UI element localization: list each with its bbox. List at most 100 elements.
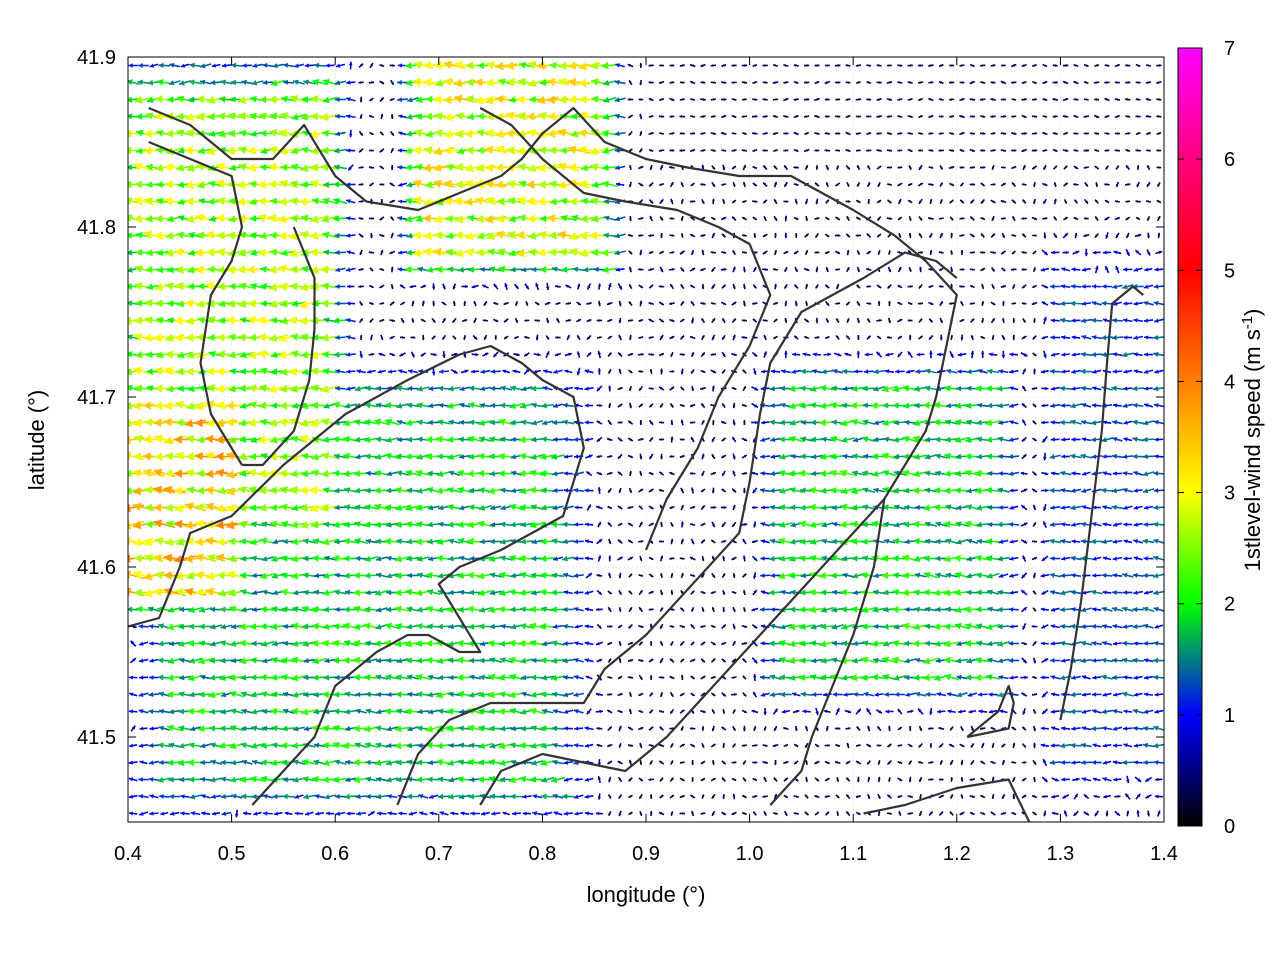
wind-vector-head bbox=[343, 555, 349, 562]
wind-vector-head bbox=[903, 488, 909, 494]
wind-vector-head bbox=[313, 674, 319, 680]
wind-vector-head bbox=[1112, 590, 1117, 595]
wind-vector-head bbox=[398, 811, 402, 815]
wind-vector-head bbox=[295, 811, 299, 815]
wind-vector-head bbox=[436, 742, 443, 749]
wind-vector-head bbox=[449, 675, 454, 680]
wind-vector-head bbox=[1051, 743, 1055, 747]
wind-vector-head bbox=[200, 760, 205, 765]
wind-vector-head bbox=[333, 470, 339, 477]
wind-vector-head bbox=[478, 470, 485, 477]
wind-vector-head bbox=[1060, 624, 1065, 629]
wind-vector-head bbox=[209, 709, 215, 715]
wind-vector-head bbox=[469, 658, 474, 664]
wind-vector-head bbox=[164, 571, 172, 580]
wind-vector-head bbox=[998, 471, 1002, 476]
wind-vector-head bbox=[139, 675, 143, 679]
wind-vector-head bbox=[650, 641, 653, 643]
wind-vector-head bbox=[333, 691, 339, 697]
wind-vector-head bbox=[761, 505, 765, 509]
wind-vector-head bbox=[551, 589, 557, 595]
wind-vector-head bbox=[1070, 624, 1075, 629]
wind-vector-head bbox=[438, 794, 443, 800]
wind-vector-head bbox=[573, 539, 578, 544]
wind-vector-head bbox=[893, 555, 899, 562]
wind-vector-head bbox=[800, 454, 805, 460]
wind-vector-head bbox=[511, 437, 516, 442]
wind-vector-head bbox=[1113, 743, 1117, 747]
wind-vector-head bbox=[540, 538, 546, 545]
wind-vector-head bbox=[530, 776, 536, 782]
wind-vector-head bbox=[148, 709, 153, 714]
wind-vector-head bbox=[877, 744, 879, 747]
wind-vector-head bbox=[280, 453, 287, 461]
wind-vector-head bbox=[1050, 760, 1055, 765]
wind-vector-head bbox=[458, 437, 464, 443]
wind-vector-head bbox=[149, 811, 153, 815]
wind-vector-head bbox=[188, 640, 194, 647]
wind-vector-head bbox=[1033, 743, 1036, 746]
wind-vector-head bbox=[417, 743, 422, 748]
wind-vector-head bbox=[760, 675, 765, 680]
wind-vector-head bbox=[564, 726, 568, 730]
wind-vector-head bbox=[303, 590, 308, 596]
wind-vector-head bbox=[1041, 404, 1044, 408]
wind-vector-head bbox=[893, 675, 899, 681]
wind-vector-head bbox=[447, 708, 453, 715]
wind-vector-head bbox=[500, 555, 506, 561]
wind-vector-head bbox=[499, 590, 506, 596]
wind-vector-head bbox=[167, 725, 174, 732]
wind-vector-head bbox=[333, 623, 339, 630]
wind-vector-head bbox=[811, 420, 816, 426]
wind-vector-head bbox=[1133, 726, 1138, 731]
wind-vector-head bbox=[405, 453, 411, 460]
wind-vector-head bbox=[1050, 641, 1054, 646]
wind-vector-head bbox=[838, 727, 841, 730]
wind-vector-head bbox=[500, 403, 505, 409]
wind-vector-head bbox=[498, 674, 504, 681]
wind-vector-head bbox=[260, 674, 267, 681]
wind-vector-head bbox=[353, 674, 359, 681]
wind-vector-head bbox=[830, 487, 836, 494]
wind-vector-head bbox=[215, 435, 223, 444]
wind-vector-head bbox=[682, 812, 685, 815]
wind-vector-head bbox=[882, 420, 889, 426]
wind-vector-head bbox=[467, 470, 474, 477]
wind-vector-head bbox=[832, 590, 837, 595]
wind-vector-head bbox=[149, 675, 153, 679]
wind-vector-head bbox=[500, 726, 506, 732]
wind-vector-head bbox=[1143, 760, 1148, 765]
wind-vector-head bbox=[925, 692, 930, 697]
wind-vector-head bbox=[955, 437, 962, 443]
wind-vector-head bbox=[262, 709, 267, 715]
wind-vector-head bbox=[1061, 760, 1065, 765]
wind-vector-head bbox=[933, 504, 940, 511]
wind-vector-head bbox=[184, 555, 192, 564]
wind-vector-head bbox=[1153, 505, 1158, 510]
wind-vector-head bbox=[417, 437, 423, 443]
wind-vector-head bbox=[853, 692, 858, 697]
wind-vector-head bbox=[250, 674, 256, 680]
wind-vector-head bbox=[469, 777, 474, 782]
wind-vector-head bbox=[819, 572, 826, 579]
wind-vector-head bbox=[344, 606, 350, 612]
wind-vector-head bbox=[659, 438, 661, 441]
wind-vector-head bbox=[353, 759, 360, 766]
wind-vector-head bbox=[261, 521, 267, 527]
wind-vector-head bbox=[343, 419, 350, 426]
wind-vector-head bbox=[365, 590, 370, 595]
wind-vector-head bbox=[270, 521, 277, 528]
wind-vector-head bbox=[883, 402, 889, 408]
wind-vector-head bbox=[531, 674, 537, 680]
wind-vector-head bbox=[220, 725, 226, 731]
wind-vector-head bbox=[165, 469, 173, 478]
wind-vector-head bbox=[407, 674, 413, 680]
wind-vector-head bbox=[913, 521, 920, 528]
wind-vector-head bbox=[428, 420, 433, 425]
wind-vector-head bbox=[133, 452, 141, 461]
wind-vector-head bbox=[904, 658, 909, 663]
wind-vector-head bbox=[852, 555, 858, 561]
wind-vector-head bbox=[902, 572, 909, 579]
